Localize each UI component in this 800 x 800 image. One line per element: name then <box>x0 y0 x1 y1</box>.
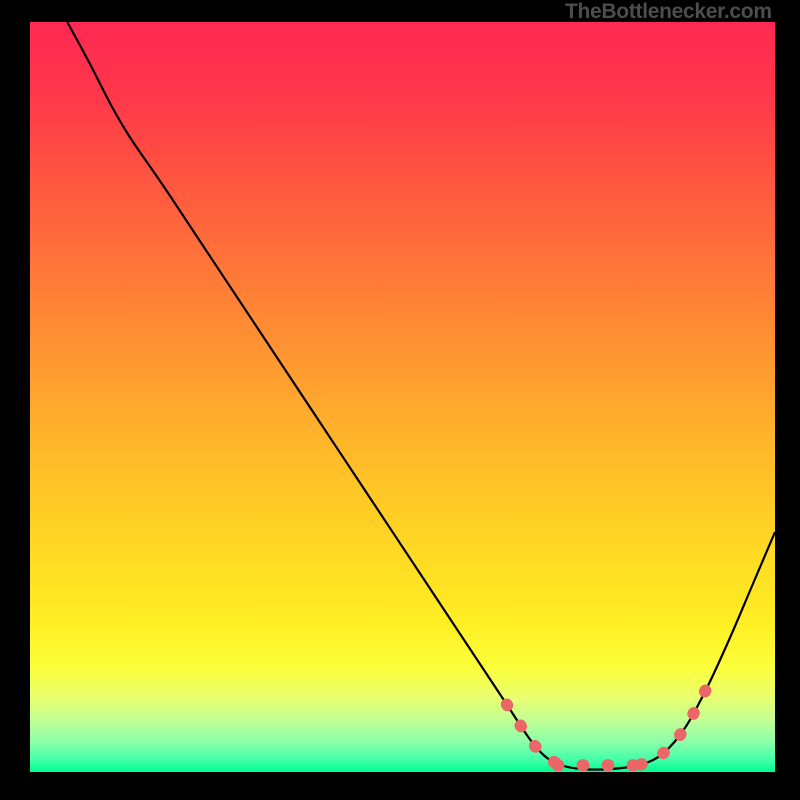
watermark-text: TheBottlenecker.com <box>565 0 772 24</box>
plot-area <box>30 22 775 772</box>
highlight-run <box>641 686 708 765</box>
bottleneck-curve <box>67 22 775 770</box>
curve-layer <box>30 22 775 772</box>
highlight-run <box>507 705 559 765</box>
